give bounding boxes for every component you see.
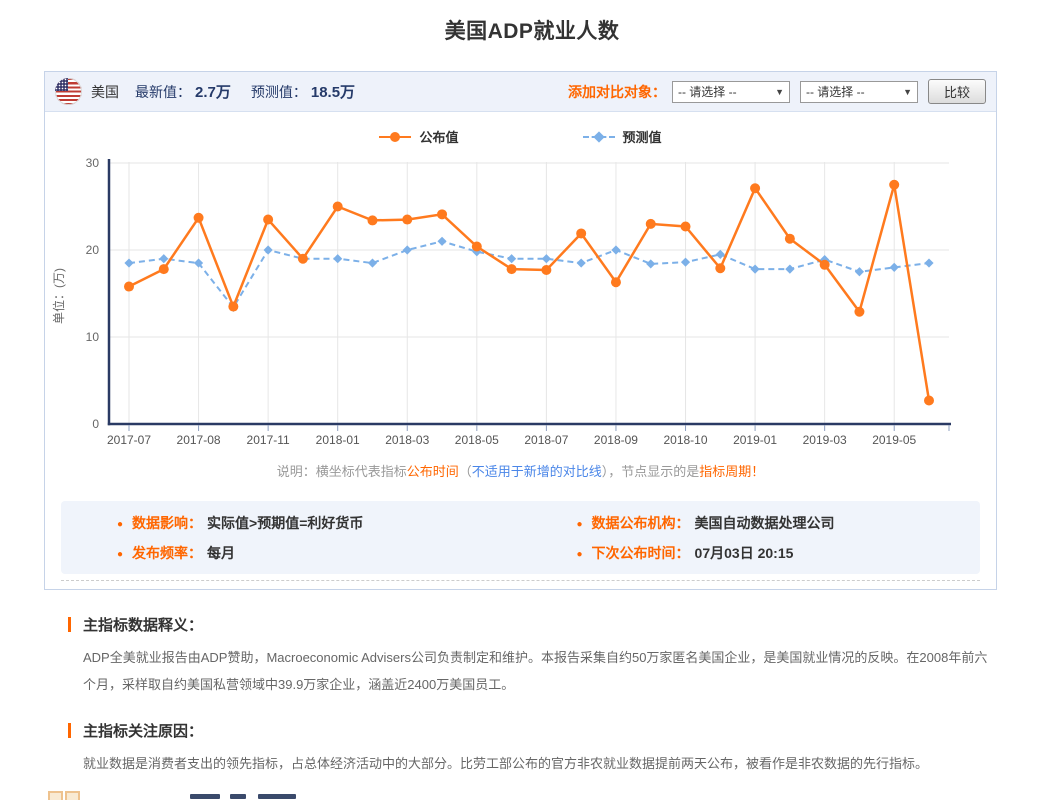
section-heading-text: 主指标数据释义： [83,617,204,634]
bullet-icon: ● [576,549,583,560]
svg-text:0: 0 [92,417,99,431]
svg-text:10: 10 [86,330,100,344]
svg-text:2017-07: 2017-07 [107,433,151,447]
svg-text:2019-03: 2019-03 [803,433,847,447]
page-title: 美国ADP就业人数 [444,20,620,43]
info-value: 每月 [207,545,236,561]
us-flag-icon [55,78,82,105]
clipped-next-section [48,791,1064,800]
info-item: ● 发布频率： 每月 [61,544,521,564]
info-label: 数据影响： [132,515,203,531]
section-heading: 主指标关注原因： [68,720,1064,741]
compare-controls: 添加对比对象： -- 请选择 -- ▼ -- 请选择 -- ▼ 比较 [568,79,986,104]
svg-text:2018-10: 2018-10 [663,433,707,447]
info-label: 下次公布时间： [591,545,690,561]
chevron-down-icon: ▼ [903,86,912,97]
legend-item-forecast[interactable]: 预测值 [582,127,662,146]
legend-label: 预测值 [622,130,662,145]
note-text: （ [458,464,472,479]
bullet-icon: ● [576,519,583,530]
note-text: 说明：横坐标代表指标 [276,464,407,479]
legend-label: 公布值 [419,130,459,145]
compare-select-1-value: -- 请选择 -- [677,85,737,99]
bullet-icon: ● [117,519,124,530]
section-data-definition: 主指标数据释义： ADP全美就业报告由ADP赞助，Macroeconomic A… [68,614,1064,698]
note-text[interactable]: 不适用于新增的对比线 [471,464,602,479]
info-value: 美国自动数据处理公司 [694,515,835,531]
note-text: 指标周期 [699,464,752,479]
chevron-down-icon: ▼ [775,86,784,97]
info-item: ● 数据公布机构： 美国自动数据处理公司 [521,514,981,534]
chart-note: 说明：横坐标代表指标公布时间（不适用于新增的对比线），节点显示的是指标周期！ [45,461,996,481]
svg-text:2018-01: 2018-01 [316,433,360,447]
svg-text:2019-05: 2019-05 [872,433,916,447]
note-text: ），节点显示的是 [601,464,700,479]
add-compare-label: 添加对比对象： [567,83,666,100]
panel-header: 美国 最新值： 2.7万 预测值： 18.5万 添加对比对象： -- 请选择 -… [45,72,996,112]
svg-text:2019-01: 2019-01 [733,433,777,447]
info-label: 发布频率： [132,545,203,561]
heading-accent-bar [68,617,71,632]
info-value: 07月03日 20:15 [694,545,794,561]
svg-text:20: 20 [86,243,100,257]
indicator-info-box: ● 数据影响： 实际值>预期值=利好货币 ● 数据公布机构： 美国自动数据处理公司 ● 发布频… [61,501,980,574]
compare-select-1[interactable]: -- 请选择 -- ▼ [671,80,790,103]
latest-value: 2.7万 [195,84,231,101]
section-heading-text: 主指标关注原因： [83,723,204,740]
section-body-text: 就业数据是消费者支出的领先指标，占总体经济活动中的大部分。比劳工部公布的官方非农… [83,756,929,771]
indicator-panel: 美国 最新值： 2.7万 预测值： 18.5万 添加对比对象： -- 请选择 -… [44,71,997,590]
info-item: ● 数据影响： 实际值>预期值=利好货币 [61,514,521,534]
svg-text:2017-11: 2017-11 [247,433,290,447]
dashed-divider [61,580,980,581]
section-attention-reason: 主指标关注原因： 就业数据是消费者支出的领先指标，占总体经济活动中的大部分。比劳… [68,720,1064,777]
heading-accent-bar [68,723,71,738]
legend-item-actual[interactable]: 公布值 [379,127,459,146]
section-body-text: ADP全美就业报告由ADP赞助，Macroeconomic Advisers公司… [83,650,988,692]
latest-value-label: 最新值： [135,83,191,100]
svg-text:2018-09: 2018-09 [594,433,638,447]
svg-text:2018-03: 2018-03 [385,433,429,447]
forecast-value: 18.5万 [310,84,356,101]
compare-button[interactable]: 比较 [927,79,986,104]
chart-legend: 公布值 预测值 [45,112,996,146]
forecast-value-label: 预测值： [250,83,307,100]
circle-marker-icon [379,131,412,143]
svg-text:2018-07: 2018-07 [524,433,568,447]
note-text: ！ [751,464,765,479]
note-text: 公布时间 [406,464,459,479]
info-label: 数据公布机构： [591,515,690,531]
svg-text:单位：(万): 单位：(万) [51,268,66,324]
info-value: 实际值>预期值=利好货币 [207,515,364,531]
svg-text:30: 30 [86,156,100,170]
employment-line-chart: 0 10 20 30 2017-07 2017-08 2017-11 2018-01 2018-… [51,156,951,447]
chart-area: 0 10 20 30 2017-07 2017-08 2017-11 2018-01 2018-… [45,154,996,459]
diamond-marker-icon [582,130,615,143]
compare-select-2-value: -- 请选择 -- [805,85,865,99]
svg-text:2018-05: 2018-05 [455,433,499,447]
info-item: ● 下次公布时间： 07月03日 20:15 [521,544,981,564]
clipped-icon [48,791,63,800]
clipped-icon [65,791,80,800]
bullet-icon: ● [117,549,124,560]
country-label: 美国 [91,83,119,100]
section-heading: 主指标数据释义： [68,614,1064,635]
svg-text:2017-08: 2017-08 [177,433,221,447]
compare-select-2[interactable]: -- 请选择 -- ▼ [799,80,918,103]
